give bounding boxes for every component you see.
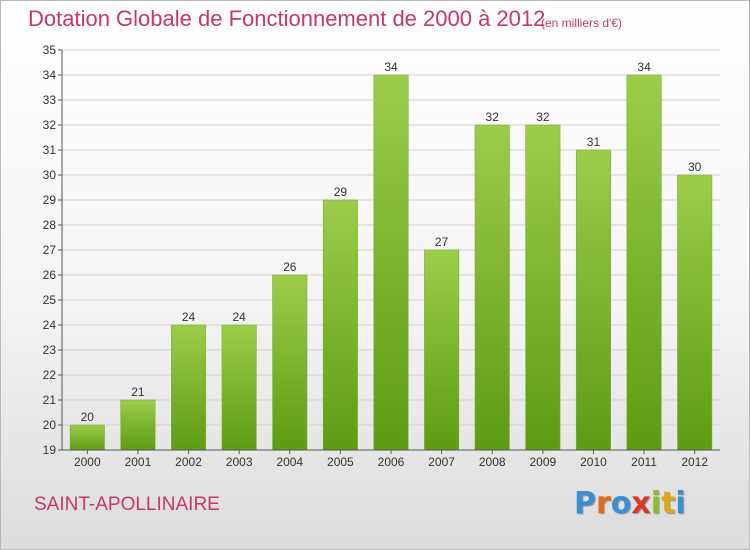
y-tick-label: 22 [43, 368, 57, 382]
value-label: 24 [232, 310, 246, 324]
logo-letter: t [661, 486, 676, 521]
y-tick-label: 29 [43, 193, 57, 207]
y-tick-label: 27 [43, 243, 57, 257]
logo-letter: o [610, 486, 632, 521]
bar [626, 74, 662, 451]
logo-letter: r [596, 486, 611, 521]
commune-name: SAINT-APOLLINAIRE [34, 494, 220, 515]
y-tick-label: 31 [43, 143, 57, 157]
y-tick-label: 33 [43, 93, 57, 107]
logo-letter: i [650, 486, 662, 521]
value-labels: 20 21 24 24 26 29 34 27 32 32 31 34 30 [81, 60, 702, 424]
value-label: 29 [334, 185, 348, 199]
x-tick-label: 2012 [681, 455, 708, 469]
x-tick-label: 2009 [529, 455, 556, 469]
value-label: 30 [688, 160, 702, 174]
x-tick-label: 2010 [580, 455, 607, 469]
chart-title: Dotation Globale de Fonctionnement de 20… [28, 6, 546, 31]
logo-letter: i [675, 486, 686, 521]
y-tick-label: 24 [43, 318, 57, 332]
logo-letter: P [574, 486, 596, 521]
bar [69, 424, 105, 451]
bar [322, 199, 358, 451]
y-tick-label: 28 [43, 218, 57, 232]
bar [677, 174, 713, 451]
x-tick-label: 2011 [631, 455, 657, 469]
y-tick-label: 21 [43, 393, 57, 407]
y-tick-label: 23 [43, 343, 57, 357]
y-tick-label: 34 [43, 68, 57, 82]
y-axis: 19 20 21 22 23 24 25 26 27 28 29 30 31 32 33 34 35 [43, 43, 63, 457]
bar [120, 399, 156, 451]
bar [221, 324, 257, 451]
y-tick-label: 32 [43, 118, 57, 132]
bar [575, 149, 611, 451]
y-tick-label: 35 [43, 43, 57, 57]
value-label: 32 [536, 110, 550, 124]
value-label: 27 [435, 235, 449, 249]
x-tick-label: 2005 [327, 455, 354, 469]
y-tick-label: 25 [43, 293, 57, 307]
y-tick-label: 30 [43, 168, 57, 182]
value-label: 34 [384, 60, 398, 74]
value-label: 20 [81, 410, 95, 424]
bar [373, 74, 409, 451]
y-tick-label: 20 [43, 418, 57, 432]
x-tick-label: 2002 [175, 455, 202, 469]
x-tick-label: 2008 [479, 455, 506, 469]
value-label: 21 [131, 385, 145, 399]
x-tick-label: 2006 [378, 455, 405, 469]
y-tick-label: 19 [43, 443, 57, 457]
x-tick-label: 2003 [226, 455, 253, 469]
value-label: 34 [637, 60, 651, 74]
bar [474, 124, 510, 451]
value-label: 31 [587, 135, 601, 149]
chart-subtitle: (en milliers d'€) [541, 16, 622, 30]
bar [424, 249, 460, 451]
bar [525, 124, 561, 451]
x-tick-label: 2001 [125, 455, 152, 469]
bar [272, 274, 308, 451]
value-label: 24 [182, 310, 196, 324]
bar [171, 324, 207, 451]
x-axis: 2000 2001 2002 2003 2004 2005 2006 2007 2008 2009… [62, 449, 720, 469]
logo-letter: x [631, 486, 651, 521]
value-label: 32 [486, 110, 500, 124]
y-tick-label: 26 [43, 268, 57, 282]
bars [69, 74, 713, 451]
x-tick-label: 2000 [74, 455, 101, 469]
x-tick-label: 2007 [428, 455, 455, 469]
value-label: 26 [283, 260, 297, 274]
x-tick-label: 2004 [276, 455, 303, 469]
proxiti-logo: Proxiti [574, 486, 686, 521]
